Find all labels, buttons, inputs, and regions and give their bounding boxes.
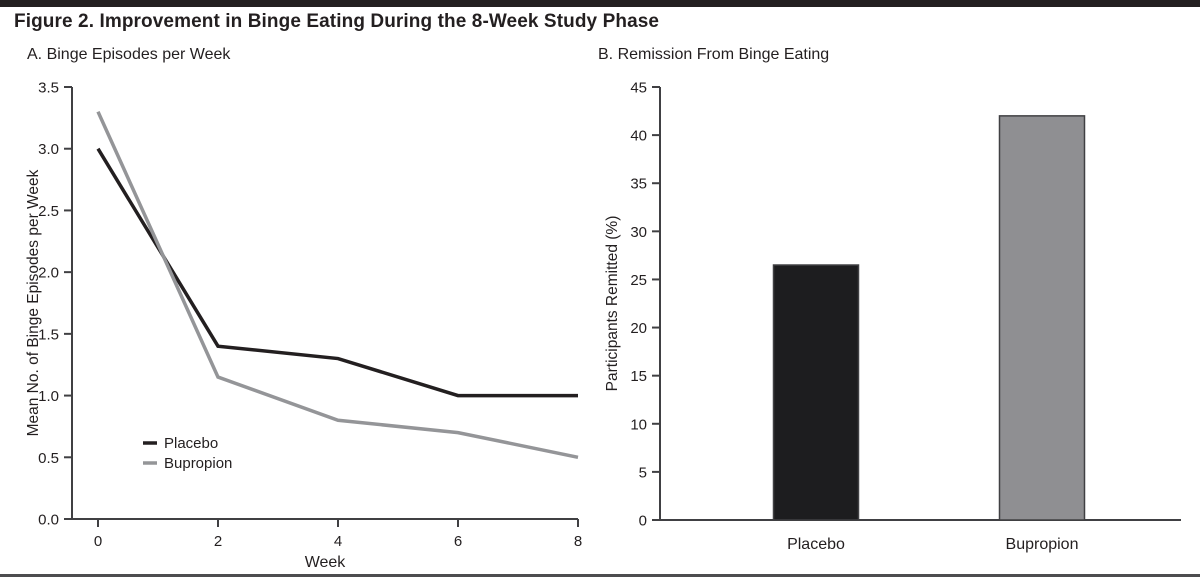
chart-b-y-tick-label: 15 <box>630 368 647 385</box>
chart-a-y-tick-label: 2.5 <box>38 203 59 220</box>
chart-a-y-axis-label: Mean No. of Binge Episodes per Week <box>25 169 42 436</box>
chart-a-x-tick-label: 8 <box>574 533 582 550</box>
chart-a-y-tick-label: 0.0 <box>38 512 59 529</box>
chart-a-y-tick-label: 0.5 <box>38 450 59 467</box>
chart-a-y-tick-label: 1.5 <box>38 326 59 343</box>
chart-a-x-axis-label: Week <box>305 554 347 571</box>
chart-b-y-axis-label: Participants Remitted (%) <box>604 216 621 392</box>
panel-a-title: A. Binge Episodes per Week <box>27 46 231 63</box>
chart-a-y-tick-label: 2.0 <box>38 265 59 282</box>
chart-b-y-tick-label: 25 <box>630 272 647 289</box>
chart-b-bar-bupropion <box>998 115 1086 521</box>
chart-a-y-tick-label: 3.0 <box>38 141 59 158</box>
chart-b-y-tick-label: 10 <box>630 416 647 433</box>
chart-a-line-bupropion <box>96 110 579 459</box>
panel-b-title: B. Remission From Binge Eating <box>598 46 830 63</box>
chart-b: 0 5 10 15 20 25 30 35 40 45 Placebo Bupropion Partic… <box>604 80 1181 553</box>
chart-a-line-placebo <box>96 147 578 398</box>
bottom-rule <box>0 574 1200 577</box>
chart-a-y-tick-label: 1.0 <box>38 388 59 405</box>
chart-b-y-tick-label: 40 <box>630 128 647 145</box>
chart-a-x-tick-label: 2 <box>214 533 222 550</box>
chart-b-category-label: Placebo <box>787 536 845 553</box>
chart-a-legend: Placebo Bupropion <box>143 435 232 472</box>
chart-a-x-tick-label: 6 <box>454 533 462 550</box>
chart-b-y-tick-label: 35 <box>630 176 647 193</box>
chart-b-bar-placebo <box>772 264 860 521</box>
chart-a-x-tick-label: 0 <box>94 533 102 550</box>
legend-label-placebo: Placebo <box>164 435 218 452</box>
chart-b-y-tick-label: 45 <box>630 80 647 97</box>
chart-b-category-label: Bupropion <box>1006 536 1079 553</box>
chart-a-y-tick-label: 3.5 <box>38 80 59 97</box>
chart-b-y-tick-label: 0 <box>639 513 647 530</box>
chart-b-y-tick-label: 20 <box>630 320 647 337</box>
legend-label-bupropion: Bupropion <box>164 455 232 472</box>
top-rule <box>0 0 1200 7</box>
chart-a-x-tick-label: 4 <box>334 533 342 550</box>
chart-b-y-tick-label: 30 <box>630 224 647 241</box>
chart-a: 0.0 0.5 1.0 1.5 2.0 2.5 3.0 3.5 0 2 4 6 8 Week Mean No… <box>25 80 582 572</box>
chart-b-y-tick-label: 5 <box>639 464 647 481</box>
figure-title: Figure 2. Improvement in Binge Eating Du… <box>14 11 660 32</box>
